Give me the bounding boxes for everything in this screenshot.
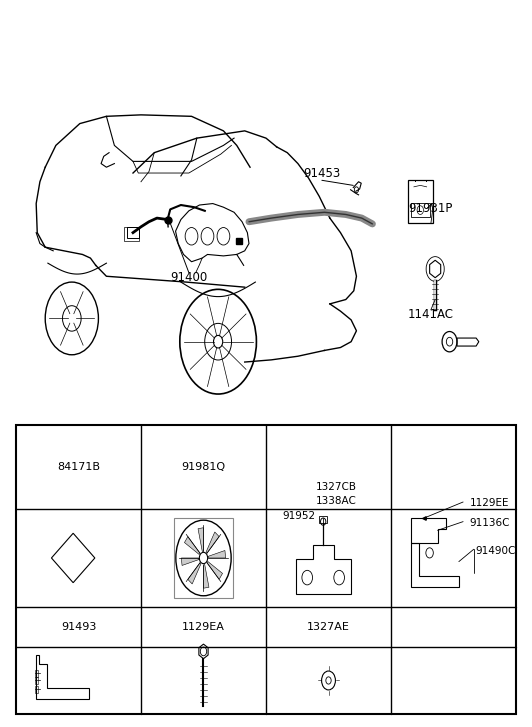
Polygon shape xyxy=(206,532,219,553)
Bar xyxy=(408,180,433,223)
Text: 91490C: 91490C xyxy=(476,546,516,555)
Text: 91931P: 91931P xyxy=(409,202,453,215)
Polygon shape xyxy=(181,558,198,566)
Bar xyxy=(174,518,233,598)
Text: 91453: 91453 xyxy=(303,166,340,180)
Bar xyxy=(124,227,139,241)
Bar xyxy=(35,677,38,684)
Polygon shape xyxy=(185,537,200,555)
Polygon shape xyxy=(188,563,201,584)
Bar xyxy=(319,516,327,523)
Text: 91493: 91493 xyxy=(61,622,96,632)
Text: 91400: 91400 xyxy=(170,271,207,284)
Text: 1327AE: 1327AE xyxy=(307,622,350,632)
Text: 1129EE: 1129EE xyxy=(469,499,509,508)
Polygon shape xyxy=(203,565,209,588)
Bar xyxy=(411,203,430,217)
Polygon shape xyxy=(207,561,222,579)
Text: 1327CB: 1327CB xyxy=(316,482,357,491)
Text: 1129EA: 1129EA xyxy=(182,622,225,632)
Text: 91952: 91952 xyxy=(282,511,315,521)
Bar xyxy=(127,227,139,238)
Bar xyxy=(35,670,38,677)
Text: 1141AC: 1141AC xyxy=(408,308,454,321)
Text: 84171B: 84171B xyxy=(57,462,100,472)
Polygon shape xyxy=(209,550,226,558)
Polygon shape xyxy=(198,528,203,551)
Bar xyxy=(35,686,38,693)
Text: 91981Q: 91981Q xyxy=(181,462,226,472)
Bar xyxy=(16,425,516,714)
Text: 91136C: 91136C xyxy=(469,518,510,528)
Text: 1338AC: 1338AC xyxy=(316,497,357,506)
